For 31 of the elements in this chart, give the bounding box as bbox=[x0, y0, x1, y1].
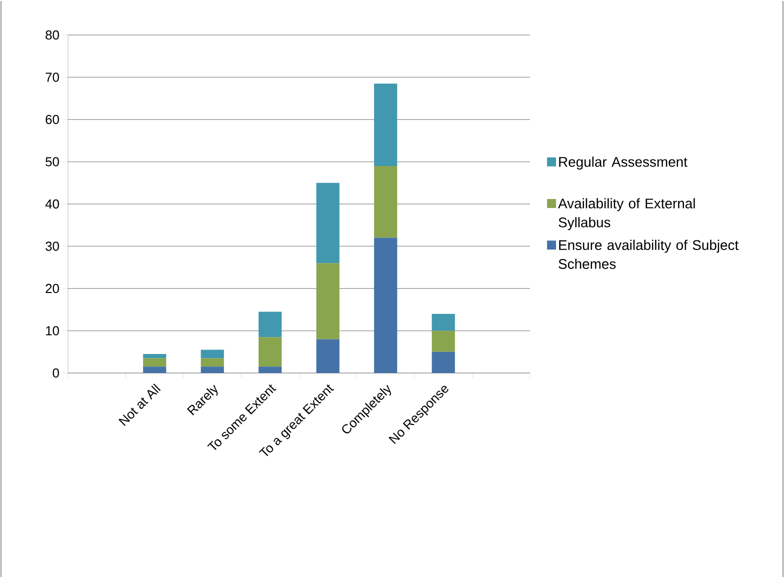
bar bbox=[143, 354, 166, 358]
legend-label: Availability of External Syllabus bbox=[558, 198, 695, 230]
bar bbox=[258, 337, 282, 367]
bar bbox=[374, 84, 398, 166]
y-tick-label: 70 bbox=[46, 72, 59, 82]
y-tick-label: 60 bbox=[46, 115, 59, 124]
legend-label: Regular Assessment bbox=[559, 156, 688, 170]
bar bbox=[143, 358, 166, 367]
bar bbox=[374, 166, 398, 238]
bar bbox=[258, 366, 282, 374]
bar bbox=[143, 366, 166, 374]
bar bbox=[200, 350, 224, 358]
bar bbox=[200, 366, 224, 374]
y-tick-label: 0 bbox=[52, 368, 59, 378]
bar bbox=[258, 312, 282, 338]
bar bbox=[432, 352, 455, 374]
y-tick-label: 30 bbox=[46, 242, 59, 251]
x-tick-label: Not at All bbox=[118, 384, 161, 426]
y-tick-label: 80 bbox=[46, 30, 59, 40]
legend-label: Ensure availability of Subject Schemes bbox=[558, 240, 739, 270]
bar bbox=[316, 263, 340, 340]
y-tick-label: 10 bbox=[46, 326, 59, 336]
bar bbox=[316, 339, 340, 374]
y-tick-label: 50 bbox=[46, 157, 59, 166]
y-tick-label: 40 bbox=[45, 200, 59, 209]
bar bbox=[432, 314, 455, 331]
bar bbox=[200, 358, 224, 367]
bar bbox=[316, 182, 340, 264]
bar bbox=[432, 330, 455, 352]
bar bbox=[374, 238, 398, 374]
y-tick-label: 20 bbox=[46, 284, 59, 294]
